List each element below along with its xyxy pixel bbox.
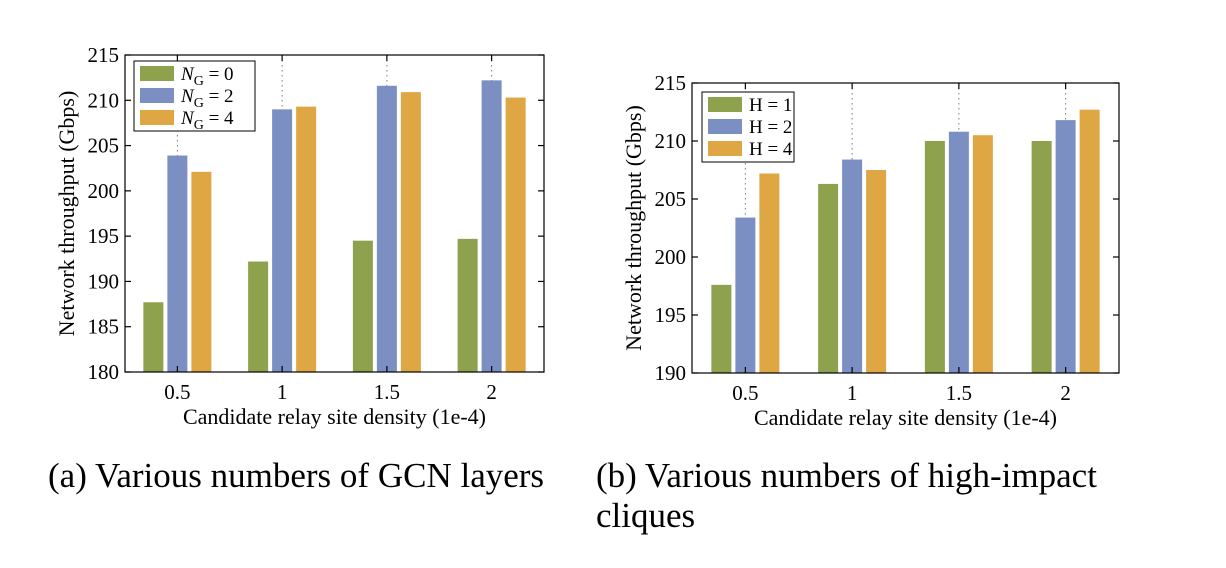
y-tick-label: 210 xyxy=(655,129,687,153)
legend: NG = 0NG = 2NG = 4 xyxy=(133,60,256,133)
y-axis-label: Network throughput (Gbps) xyxy=(621,105,646,351)
x-tick-label: 2 xyxy=(486,380,497,404)
y-tick-label: 200 xyxy=(88,179,120,203)
bar-n-g-0-1 xyxy=(248,261,269,372)
legend-label: NG = 0 xyxy=(180,64,234,89)
legend-swatch xyxy=(140,88,174,103)
legend-swatch xyxy=(140,110,174,125)
bar-n-g-2-0.5 xyxy=(167,155,188,372)
bar-h-4-1 xyxy=(866,170,887,373)
bar-h-1-1.5 xyxy=(924,141,945,373)
captions: (a) Various numbers of GCN layers (b) Va… xyxy=(48,456,1097,535)
x-axis-label: Candidate relay site density (1e-4) xyxy=(183,404,486,429)
bar-h-1-2 xyxy=(1031,141,1052,373)
legend-label: H = 1 xyxy=(749,95,792,116)
y-tick-label: 190 xyxy=(655,361,687,385)
bar-n-g-0-1.5 xyxy=(352,240,373,372)
bar-n-g-0-2 xyxy=(457,238,478,372)
y-tick-label: 210 xyxy=(88,88,120,112)
bar-n-g-4-0.5 xyxy=(191,171,212,372)
legend-label: H = 4 xyxy=(749,139,793,160)
bar-n-g-2-2 xyxy=(481,80,502,373)
y-tick-label: 200 xyxy=(655,245,687,269)
y-tick-label: 190 xyxy=(88,269,120,293)
bar-h-2-1.5 xyxy=(948,131,969,373)
caption-a: (a) Various numbers of GCN layers xyxy=(48,456,544,495)
bar-h-2-2 xyxy=(1055,120,1076,374)
bar-h-1-1 xyxy=(818,183,839,373)
y-tick-label: 185 xyxy=(88,315,120,339)
x-axis-label: Candidate relay site density (1e-4) xyxy=(754,405,1057,430)
bar-n-g-4-1 xyxy=(296,106,317,372)
legend-label: NG = 4 xyxy=(180,108,234,133)
legend-swatch xyxy=(708,119,742,134)
y-axis-label: Network throughput (Gbps) xyxy=(54,91,79,337)
x-tick-label: 1.5 xyxy=(946,381,972,405)
x-tick-label: 0.5 xyxy=(164,380,190,404)
bar-h-4-1.5 xyxy=(972,135,993,373)
bar-h-4-2 xyxy=(1079,109,1100,374)
y-tick-label: 215 xyxy=(655,71,687,95)
bar-n-g-0-0.5 xyxy=(143,302,164,372)
x-tick-label: 0.5 xyxy=(732,381,758,405)
bar-n-g-4-2 xyxy=(505,97,526,372)
bar-h-1-0.5 xyxy=(711,284,732,373)
x-tick-label: 1 xyxy=(847,381,858,405)
y-tick-label: 205 xyxy=(88,134,120,158)
bar-n-g-4-1.5 xyxy=(400,92,421,373)
y-tick-label: 205 xyxy=(655,187,687,211)
legend: H = 1H = 2H = 4 xyxy=(701,91,795,163)
caption-b-line2: cliques xyxy=(596,496,695,535)
legend-swatch xyxy=(708,97,742,112)
y-tick-label: 180 xyxy=(88,360,120,384)
legend-label: NG = 2 xyxy=(180,86,234,111)
chart-gcn-layers: 180 185 190 195 200 205 210 215 0.5 1 1.5 2Candidat… xyxy=(54,43,545,429)
axis-frame xyxy=(691,82,1120,374)
axis-frame xyxy=(124,54,545,373)
y-tick-label: 215 xyxy=(88,43,120,67)
y-tick-label: 195 xyxy=(88,224,120,248)
x-tick-label: 2 xyxy=(1060,381,1071,405)
bar-n-g-2-1.5 xyxy=(376,85,397,373)
x-tick-label: 1.5 xyxy=(374,380,400,404)
legend-swatch xyxy=(708,141,742,156)
legend-label: H = 2 xyxy=(749,117,792,138)
caption-b-line1: (b) Various numbers of high-impact xyxy=(596,456,1097,495)
legend-swatch xyxy=(140,66,174,81)
bar-n-g-2-1 xyxy=(272,109,293,372)
y-tick-label: 195 xyxy=(655,303,687,327)
bar-h-2-1 xyxy=(842,159,863,373)
x-tick-label: 1 xyxy=(277,380,288,404)
bar-h-4-0.5 xyxy=(759,173,780,373)
bar-h-2-0.5 xyxy=(735,217,756,373)
